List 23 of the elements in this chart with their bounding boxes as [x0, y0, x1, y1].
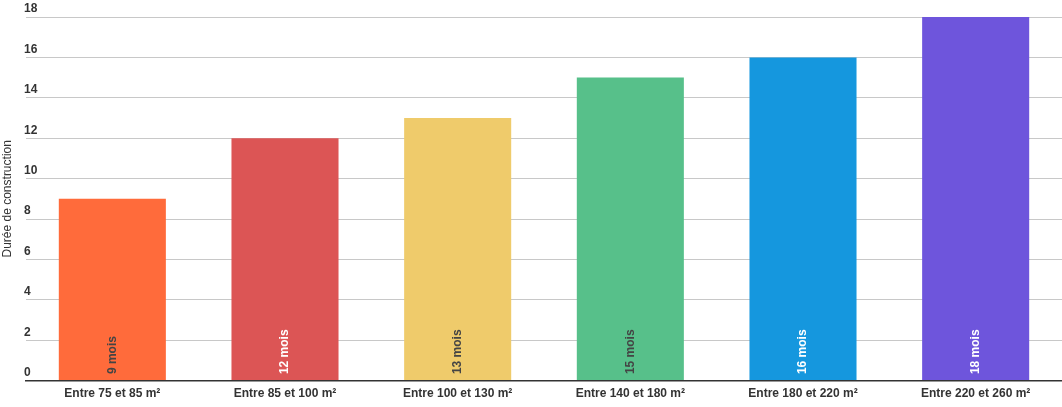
y-tick-label: 14: [24, 82, 38, 97]
y-tick-label: 0: [24, 364, 31, 379]
data-label: 15 mois: [622, 329, 637, 375]
data-label: 16 mois: [795, 329, 810, 375]
data-label: 12 mois: [277, 329, 292, 375]
y-axis-title: Durée de construction: [0, 140, 14, 258]
x-tick-label: Entre 100 et 130 m²: [402, 386, 513, 401]
x-tick-label: Entre 140 et 180 m²: [575, 386, 686, 401]
data-label: 13 mois: [449, 329, 464, 375]
y-tick-label: 6: [24, 243, 31, 258]
x-tick-label: Entre 85 et 100 m²: [233, 386, 337, 401]
y-tick-label: 8: [24, 203, 31, 218]
y-tick-label: 10: [24, 162, 38, 177]
x-tick-label: Entre 220 et 260 m²: [920, 386, 1031, 401]
data-label: 18 mois: [967, 329, 982, 375]
x-tick-label: Entre 180 et 220 m²: [748, 386, 858, 401]
x-tick-label: Entre 75 et 85 m²: [64, 386, 161, 401]
y-tick-label: 4: [24, 284, 31, 299]
y-tick-label: 12: [24, 122, 38, 137]
y-tick-label: 16: [24, 41, 38, 56]
y-tick-label: 2: [24, 324, 31, 339]
y-tick-label: 18: [24, 1, 38, 16]
data-label: 9 mois: [104, 335, 119, 375]
